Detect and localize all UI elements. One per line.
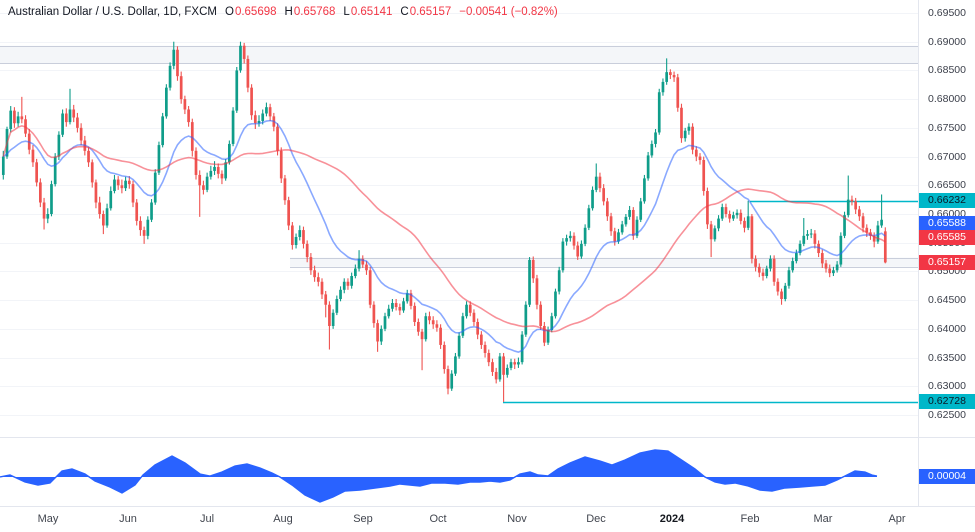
price-tick-0.65500: 0.65500: [928, 236, 966, 249]
time-tick-Oct: Oct: [429, 513, 447, 525]
symbol-legend: Australian Dollar / U.S. Dollar, 1D, FXC…: [8, 6, 558, 18]
price-tick-0.69500: 0.69500: [928, 7, 966, 19]
time-tick-Feb: Feb: [740, 513, 760, 525]
change-value: −0.00541 (−0.82%): [459, 6, 558, 18]
price-tick-0.68000: 0.68000: [928, 93, 966, 106]
price-tick-0.68500: 0.68500: [928, 64, 966, 77]
price-tick-0.66000: 0.66000: [928, 208, 966, 220]
close-value: 0.65157: [409, 6, 452, 18]
price-tick-0.67000: 0.67000: [928, 150, 966, 163]
high-label: H: [284, 6, 293, 18]
price-tick-0.69000: 0.69000: [928, 35, 966, 48]
price-tick-0.67500: 0.67500: [928, 121, 966, 134]
close-label: C: [400, 6, 409, 18]
time-axis[interactable]: May Jun Jul Aug Sep Oct Nov Dec 2024 Feb Mar Apr: [0, 513, 975, 531]
high-value: 0.65768: [293, 6, 336, 18]
time-tick-2024: 2024: [659, 513, 685, 525]
price-tick-0.64500: 0.64500: [928, 294, 966, 307]
time-tick-Sep: Sep: [353, 513, 373, 525]
price-tick-0.63500: 0.63500: [928, 351, 966, 364]
price-tick-0.62500: 0.62500: [928, 409, 966, 421]
time-tick-Aug: Aug: [273, 513, 293, 525]
price-tick-0.63000: 0.63000: [928, 380, 966, 393]
time-tick-Apr: Apr: [888, 513, 906, 525]
time-tick-Jul: Jul: [199, 513, 215, 525]
time-tick-Mar: Mar: [813, 513, 833, 525]
time-tick-Dec: Dec: [586, 513, 606, 525]
time-tick-May: May: [37, 513, 59, 525]
price-tick-0.66500: 0.66500: [928, 179, 966, 192]
time-tick-Nov: Nov: [507, 513, 527, 525]
low-value: 0.65141: [350, 6, 393, 18]
time-tick-Jun: Jun: [119, 513, 137, 525]
low-label: L: [343, 6, 350, 18]
open-label: O: [224, 6, 234, 18]
open-value: 0.65698: [234, 6, 277, 18]
price-tick-0.65000: 0.65000: [928, 265, 966, 278]
symbol-title: Australian Dollar / U.S. Dollar, 1D, FXC…: [8, 6, 217, 18]
price-tick-0.64000: 0.64000: [928, 322, 966, 335]
